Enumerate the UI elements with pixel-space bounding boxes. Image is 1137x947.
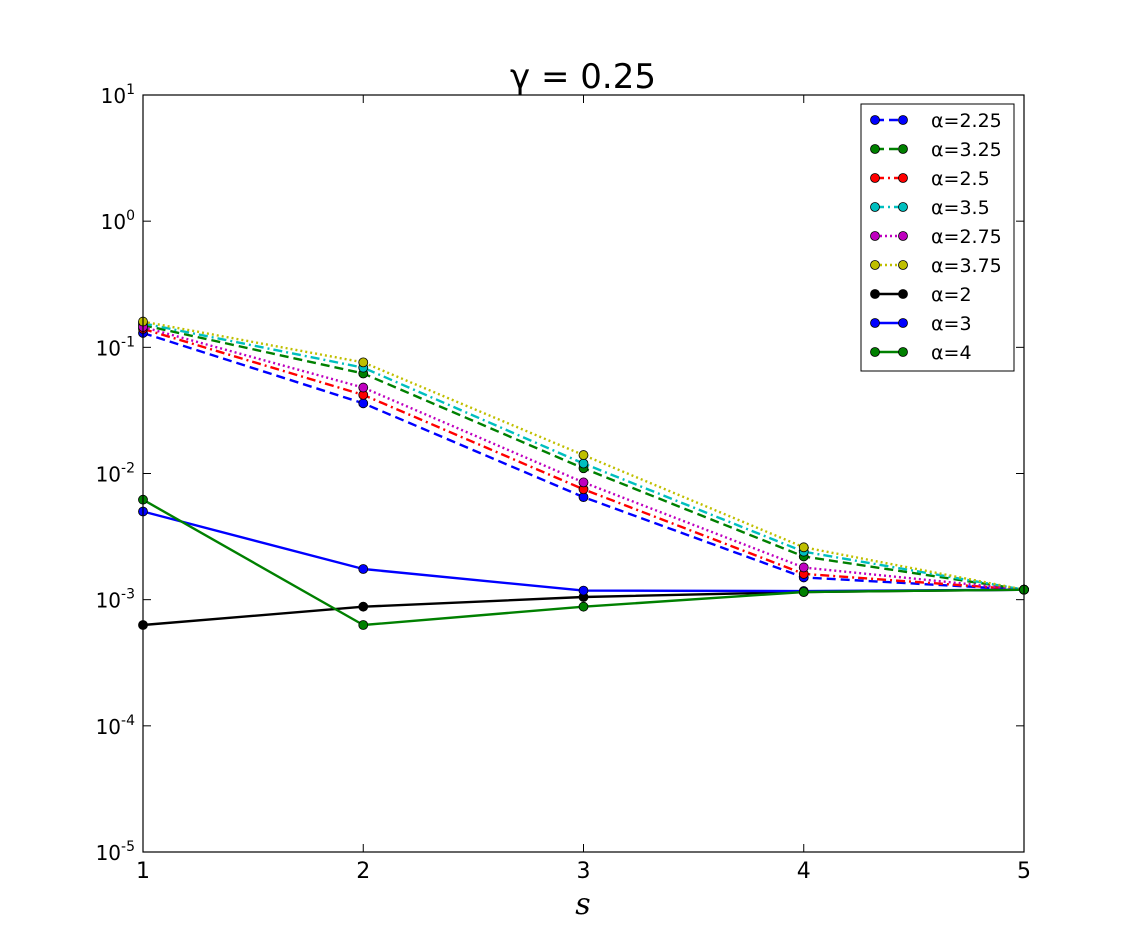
y-tick-label: 10-4	[96, 713, 136, 739]
legend-swatch-marker	[870, 144, 880, 154]
data-point	[798, 587, 809, 597]
legend: α=2.25 α=3.25 α=2.5 α=3.5 α=2.75 α=3.75 α=2 α=3…	[860, 103, 1015, 372]
y-tick-label: 10-3	[96, 587, 135, 613]
legend-swatch-marker	[898, 173, 908, 183]
legend-label: α=2.5	[931, 168, 990, 190]
legend-label: α=2.25	[931, 110, 1002, 132]
x-tick-label: 5	[1017, 859, 1031, 884]
legend-label: α=4	[931, 342, 972, 364]
legend-swatch-marker	[898, 260, 908, 270]
legend-swatch-marker	[870, 115, 880, 125]
legend-swatch-marker	[898, 289, 908, 299]
x-axis-label: s	[575, 887, 590, 922]
data-point	[358, 357, 369, 368]
x-tick-label: 1	[136, 859, 150, 884]
legend-swatch-marker	[870, 173, 880, 183]
x-tick-label: 3	[577, 859, 591, 884]
data-point	[358, 398, 369, 409]
data-point	[578, 458, 589, 469]
legend-label: α=3.25	[931, 139, 1002, 161]
legend-swatch-marker	[870, 202, 880, 212]
legend-box	[860, 103, 1015, 372]
x-tick-label: 2	[356, 859, 370, 884]
series-layer	[138, 316, 1029, 630]
data-point	[578, 601, 589, 612]
legend-swatch-marker	[870, 231, 880, 241]
legend-swatch-marker	[870, 318, 880, 328]
chart-title: γ = 0.25	[510, 57, 656, 97]
legend-swatch-marker	[898, 318, 908, 328]
legend-swatch-marker	[898, 231, 908, 241]
legend-swatch-marker	[898, 347, 908, 357]
legend-swatch-marker	[870, 260, 880, 270]
y-tick-label: 10-5	[96, 839, 135, 865]
y-tick-label: 100	[101, 208, 135, 234]
data-point	[798, 542, 809, 553]
data-point	[578, 585, 589, 596]
legend-label: α=3.5	[931, 197, 990, 219]
ticks-layer: 1 2 3 4 5 101 100 10-1 10-2 10-3 10-4 10-5	[96, 82, 1031, 884]
legend-swatch-marker	[870, 289, 880, 299]
x-tick-label: 4	[797, 859, 811, 884]
data-point	[578, 477, 589, 488]
y-tick-label: 101	[101, 82, 135, 108]
data-point	[358, 564, 369, 574]
legend-label: α=2	[931, 284, 972, 306]
series-line	[142, 320, 1025, 591]
y-tick-label: 10-2	[96, 461, 135, 487]
legend-swatch-marker	[870, 347, 880, 357]
legend-label: α=3	[931, 313, 972, 335]
legend-label: α=3.75	[931, 255, 1002, 277]
legend-swatch-marker	[898, 202, 908, 212]
data-point	[358, 382, 369, 393]
data-point	[578, 450, 589, 460]
legend-swatch-marker	[898, 115, 908, 125]
data-point	[798, 562, 809, 573]
data-point	[358, 601, 369, 612]
legend-swatch-marker	[898, 144, 908, 154]
legend-label: α=2.75	[931, 226, 1002, 248]
data-point	[358, 620, 369, 630]
y-tick-label: 10-1	[96, 334, 135, 360]
